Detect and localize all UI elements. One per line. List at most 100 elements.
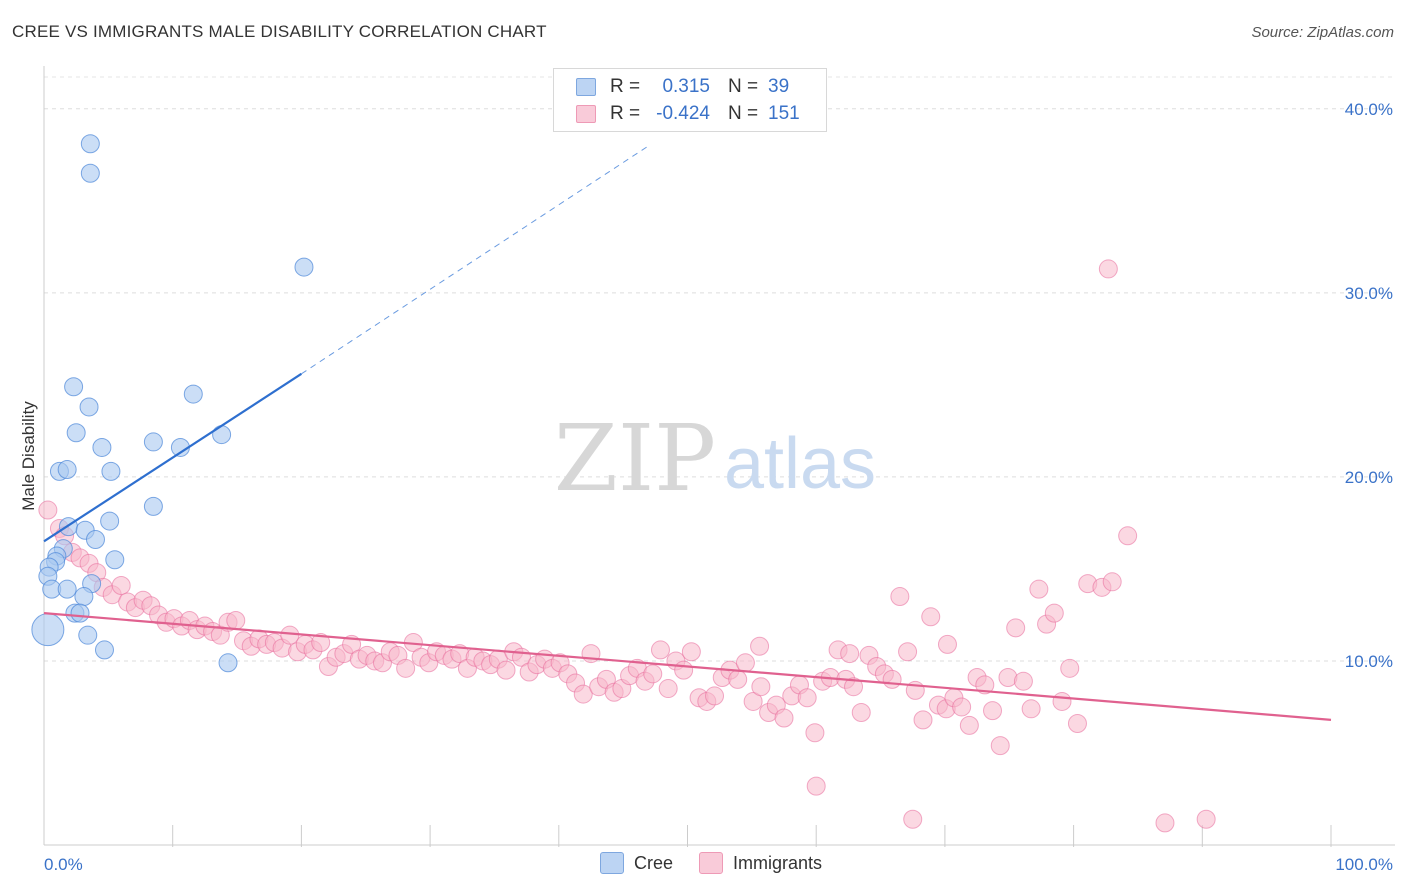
immigrants-point <box>1029 579 1049 599</box>
y-axis-label: Male Disability <box>19 401 38 511</box>
x-tick-label: 0.0% <box>44 855 83 874</box>
legend-r-label: R = <box>610 103 641 124</box>
y-tick-label: 30.0% <box>1345 284 1393 303</box>
cree-point <box>31 613 65 647</box>
legend-n-label: N = <box>728 103 759 124</box>
immigrants-point <box>1021 699 1041 719</box>
chart-title: CREE VS IMMIGRANTS MALE DISABILITY CORRE… <box>12 22 547 41</box>
immigrants-point <box>1006 618 1026 638</box>
cree-point <box>80 134 100 154</box>
immigrants-point <box>1155 813 1175 833</box>
immigrants-point <box>990 736 1010 756</box>
legend-row-cree: R = 0.315 N = 39 <box>576 75 789 99</box>
grid-layer <box>44 76 1395 662</box>
immigrants-point <box>959 715 979 735</box>
axes-layer <box>43 66 1395 847</box>
immigrants-point <box>573 684 593 704</box>
cree-point <box>101 461 121 481</box>
immigrants-point <box>1196 809 1216 829</box>
cree-point <box>183 384 203 404</box>
watermark: ZIP atlas <box>554 405 876 512</box>
immigrants-point <box>1044 603 1064 623</box>
cree-point <box>78 625 98 645</box>
immigrants-point <box>496 660 516 680</box>
cree-point <box>143 432 163 452</box>
immigrants-point <box>998 668 1018 688</box>
immigrants-point <box>913 710 933 730</box>
legend-swatch-immigrants <box>576 105 596 123</box>
immigrants-point <box>658 679 678 699</box>
immigrants-point <box>806 776 826 796</box>
legend-swatch-cree <box>576 78 596 96</box>
immigrants-trend-line <box>43 612 1332 721</box>
immigrants-point <box>1102 572 1122 592</box>
immigrants-point <box>111 575 131 595</box>
stats-legend: R = 0.315 N = 39 R = -0.424 N = 151 <box>553 68 827 132</box>
series-swatch-cree <box>600 852 624 874</box>
y-tick-label: 20.0% <box>1345 468 1393 487</box>
immigrants-point <box>1118 526 1138 546</box>
immigrants-point <box>797 688 817 708</box>
cree-point <box>100 511 120 531</box>
cree-point <box>57 460 77 480</box>
cree-point <box>94 640 114 660</box>
immigrants-point <box>840 644 860 664</box>
cree-point <box>70 603 90 623</box>
immigrants-point <box>650 640 670 660</box>
immigrants-point <box>681 642 701 662</box>
y-tick-label: 10.0% <box>1345 652 1393 671</box>
cree-point <box>218 653 238 673</box>
cree-trend-extension <box>301 145 650 375</box>
cree-point <box>212 425 232 445</box>
immigrants-point <box>750 636 770 656</box>
series-label-immigrants: Immigrants <box>733 852 823 873</box>
series-legend: Cree Immigrants <box>600 852 848 874</box>
cree-point <box>64 377 84 397</box>
legend-r-label: R = <box>610 76 641 97</box>
cree-point <box>294 257 314 277</box>
watermark-zip: ZIP <box>554 405 716 512</box>
cree-point <box>66 423 86 443</box>
immigrants-point <box>1098 259 1118 279</box>
immigrants-point <box>280 625 300 645</box>
legend-n-value: 39 <box>768 76 790 97</box>
immigrants-point <box>975 675 995 695</box>
immigrants-point <box>705 686 725 706</box>
legend-r-value: 0.315 <box>662 76 710 97</box>
immigrants-point <box>921 607 941 627</box>
immigrants-point <box>1060 658 1080 678</box>
cree-point <box>80 163 100 183</box>
immigrants-point <box>898 642 918 662</box>
immigrants-point <box>735 653 755 673</box>
immigrants-point <box>396 658 416 678</box>
cree-point <box>85 529 105 549</box>
series-label-cree: Cree <box>634 852 674 873</box>
immigrants-point <box>728 669 748 689</box>
cree-point <box>79 397 99 417</box>
immigrants-point <box>674 660 694 680</box>
immigrants-point <box>844 677 864 697</box>
immigrants-point <box>1067 714 1087 734</box>
cree-point <box>105 550 125 570</box>
immigrants-point <box>1052 691 1072 711</box>
source-credit: Source: ZipAtlas.com <box>1251 24 1394 41</box>
immigrants-point <box>882 669 902 689</box>
immigrants-point <box>1013 671 1033 691</box>
cree-trend-line <box>43 372 302 543</box>
cree-point <box>92 437 112 457</box>
immigrants-point <box>643 664 663 684</box>
series-swatch-immigrants <box>699 852 724 874</box>
immigrants-point <box>751 677 771 697</box>
trend-layer <box>43 145 1332 721</box>
immigrants-point <box>952 697 972 717</box>
legend-r-value: -0.424 <box>656 103 710 124</box>
immigrants-point <box>937 634 957 654</box>
legend-n-value: 151 <box>768 103 800 124</box>
cree-point <box>57 579 77 599</box>
legend-n-label: N = <box>728 76 759 97</box>
immigrants-point <box>903 809 923 829</box>
immigrants-point <box>743 691 763 711</box>
cree-point <box>143 496 163 516</box>
series-legend-immigrants: Immigrants <box>699 852 822 874</box>
